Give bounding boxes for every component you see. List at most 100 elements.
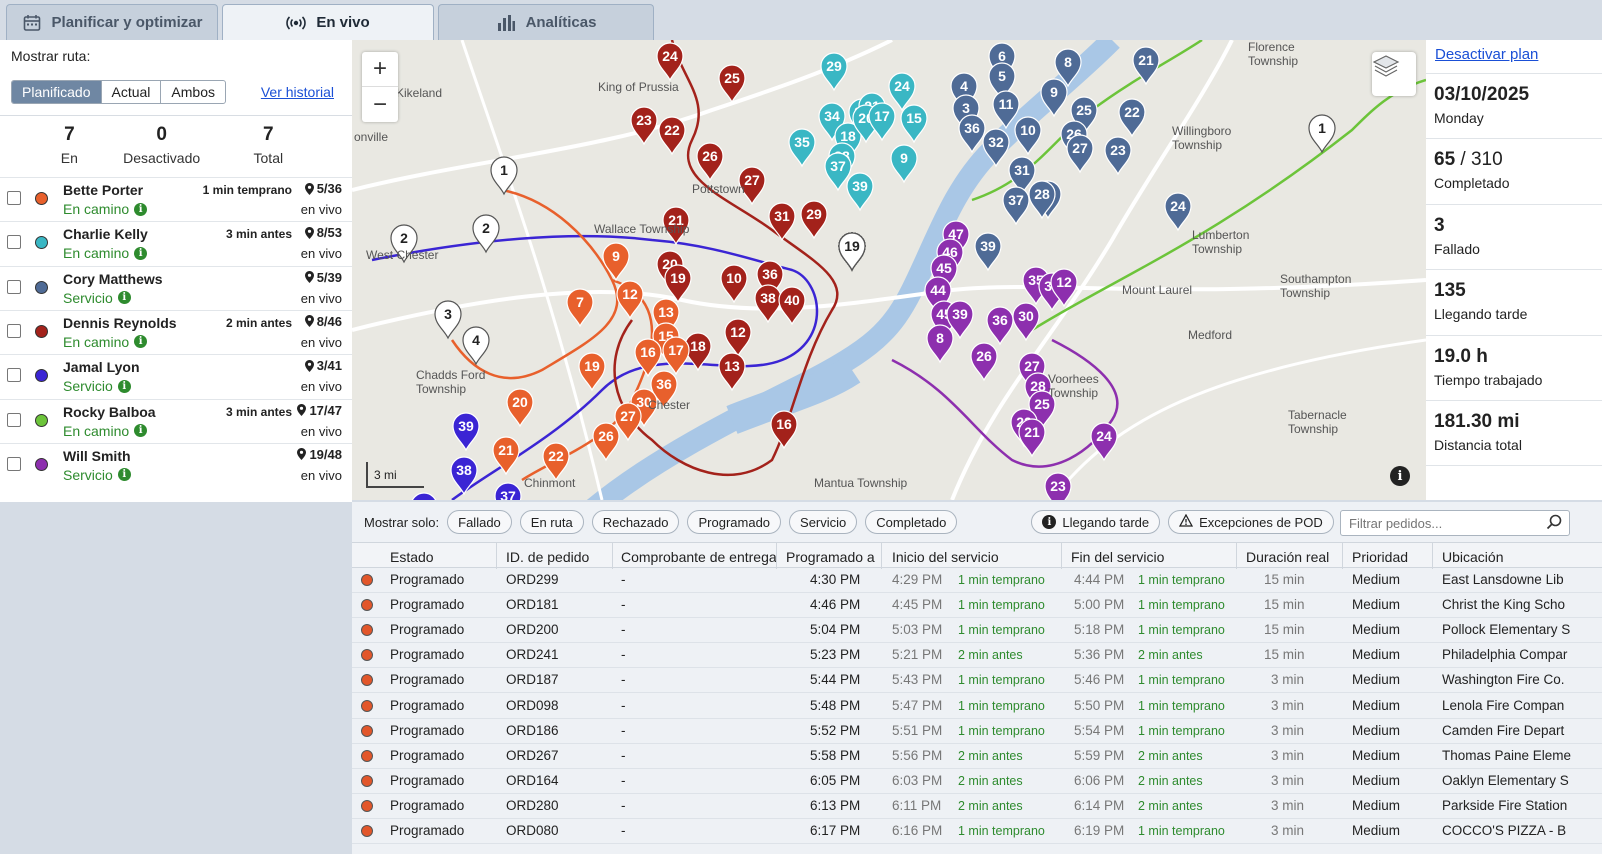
deactivate-plan-link[interactable]: Desactivar plan xyxy=(1435,46,1539,63)
map-pin[interactable]: 15 xyxy=(900,104,928,144)
info-icon[interactable]: i xyxy=(134,424,148,437)
map-pin[interactable]: 22 xyxy=(542,442,570,482)
map-pin[interactable]: 24 xyxy=(1164,192,1192,232)
table-row[interactable]: Programado ORD187 - 5:44 PM 5:43 PM 1 min tem… xyxy=(352,668,1602,694)
info-icon[interactable]: i xyxy=(117,468,131,482)
map-pin[interactable]: 24 xyxy=(1090,422,1118,462)
map-pin[interactable]: 28 xyxy=(1028,180,1056,220)
driver-checkbox[interactable] xyxy=(7,456,21,471)
driver-checkbox[interactable] xyxy=(7,191,21,205)
map-pin[interactable]: 39 xyxy=(946,300,974,340)
driver-checkbox[interactable] xyxy=(7,368,21,383)
map-pin[interactable]: 11 xyxy=(992,90,1020,130)
driver-row[interactable]: Jamal Lyon Servicio i 3/41 en vivo xyxy=(0,354,352,398)
map-pin[interactable]: 4 xyxy=(950,72,978,112)
table-row[interactable]: Programado ORD098 - 5:48 PM 5:47 PM 1 min tem… xyxy=(352,694,1602,719)
map-pin[interactable]: 18 xyxy=(684,332,712,372)
map-pin[interactable]: 23 xyxy=(1104,136,1132,176)
driver-row[interactable]: Will Smith Servicio i 19/48 en vivo xyxy=(0,442,352,487)
map-pin[interactable]: 24 xyxy=(656,42,684,82)
map-pin[interactable]: 36 xyxy=(756,260,784,300)
map-pin[interactable]: 23 xyxy=(1044,472,1072,500)
map-pin[interactable]: 1 xyxy=(490,156,518,196)
map-pin[interactable]: 3 xyxy=(434,300,462,340)
map-pin[interactable]: 4 xyxy=(462,326,490,366)
map-pin[interactable]: 37 xyxy=(824,152,852,192)
table-row[interactable]: Programado ORD241 - 5:23 PM 5:21 PM 2 min ant… xyxy=(352,643,1602,669)
table-row[interactable]: Programado ORD200 - 5:04 PM 5:03 PM 1 min tem… xyxy=(352,618,1602,644)
driver-row[interactable]: Bette Porter En camino i 1 min temprano 5/36… xyxy=(0,177,352,221)
map-info-icon[interactable]: i xyxy=(1390,466,1410,486)
map-pin[interactable]: 6 xyxy=(988,42,1016,82)
map-pin[interactable]: 9 xyxy=(602,242,630,282)
route-option-planificado[interactable]: Planificado xyxy=(12,81,102,103)
map-pin[interactable]: 29 xyxy=(800,200,828,240)
col-estado[interactable]: Estado xyxy=(390,549,434,565)
map-pin[interactable]: 10 xyxy=(720,264,748,304)
map-pin[interactable]: 38 xyxy=(450,456,478,496)
col-programado[interactable]: Programado a xyxy=(786,549,875,565)
tab-analiticas[interactable]: Analíticas xyxy=(438,4,654,40)
map-pin[interactable]: 27 xyxy=(614,402,642,442)
table-row[interactable]: Programado ORD280 - 6:13 PM 6:11 PM 2 min ant… xyxy=(352,794,1602,819)
col-pod[interactable]: Comprobante de entrega xyxy=(621,549,777,565)
map-pin[interactable]: 27 xyxy=(411,492,437,500)
map-pin[interactable]: 16 xyxy=(770,410,798,450)
driver-checkbox[interactable] xyxy=(7,323,21,338)
map-pin[interactable]: 39 xyxy=(452,412,480,452)
map-pin[interactable]: 27 xyxy=(738,166,766,206)
map-pin[interactable]: 9 xyxy=(1040,78,1068,118)
map-pin[interactable]: 2 xyxy=(472,214,500,254)
order-search-input[interactable] xyxy=(1340,510,1570,536)
zoom-in-button[interactable]: + xyxy=(362,52,398,87)
map-pin[interactable]: 37 xyxy=(494,482,522,500)
map-pin[interactable]: 20 xyxy=(506,388,534,428)
map-pin[interactable]: 31 xyxy=(768,202,796,242)
route-map[interactable]: 24 25 23 22 26 27 21 31 29 20 19 10 36 38 40 12 18 13 16 9 7… xyxy=(352,40,1426,500)
driver-checkbox[interactable] xyxy=(7,235,21,250)
history-link[interactable]: Ver historial xyxy=(260,84,334,100)
map-pin[interactable]: 19 xyxy=(578,352,606,392)
filter-chip-fallado[interactable]: Fallado xyxy=(447,510,512,534)
col-prioridad[interactable]: Prioridad xyxy=(1352,549,1409,565)
map-pin[interactable]: 7 xyxy=(566,288,594,328)
map-pin[interactable]: 22 xyxy=(658,116,686,156)
filter-chip-servicio[interactable]: Servicio xyxy=(789,510,858,534)
driver-checkbox[interactable] xyxy=(7,412,21,427)
map-pin[interactable]: 39 xyxy=(974,232,1002,272)
map-pin[interactable]: 2 xyxy=(390,224,418,264)
layers-button[interactable] xyxy=(1372,52,1416,96)
map-pin[interactable]: 16 xyxy=(634,338,662,378)
map-pin[interactable]: 36 xyxy=(958,114,986,154)
tab-en-vivo[interactable]: En vivo xyxy=(222,4,434,40)
zoom-out-button[interactable]: − xyxy=(372,90,387,118)
map-pin[interactable]: 25 xyxy=(1070,96,1098,136)
info-icon[interactable]: i xyxy=(134,335,148,349)
map-pin[interactable]: 9 xyxy=(890,144,918,184)
table-row[interactable]: Programado ORD164 - 6:05 PM 6:03 PM 2 min ant… xyxy=(352,769,1602,794)
tab-planificar[interactable]: Planificar y optimizar xyxy=(6,4,218,40)
map-pin[interactable]: 37 xyxy=(1002,186,1030,226)
info-icon[interactable]: i xyxy=(134,246,148,260)
map-pin[interactable]: 22 xyxy=(1118,98,1146,138)
map-pin[interactable]: 25 xyxy=(718,64,746,104)
map-pin[interactable]: 21 xyxy=(1132,46,1160,86)
filter-chip-pod[interactable]: Excepciones de POD xyxy=(1168,510,1334,534)
map-pin[interactable]: 8 xyxy=(926,324,954,364)
map-pin[interactable]: 26 xyxy=(696,142,724,182)
map-pin[interactable]: 17 xyxy=(662,336,690,376)
table-row[interactable]: Programado ORD181 - 4:46 PM 4:45 PM 1 min tem… xyxy=(352,593,1602,619)
filter-chip-programado[interactable]: Programado xyxy=(687,510,782,534)
driver-checkbox[interactable] xyxy=(7,279,21,294)
map-pin[interactable]: 29 xyxy=(820,52,848,92)
table-row[interactable]: Programado ORD186 - 5:52 PM 5:51 PM 1 min tem… xyxy=(352,719,1602,744)
driver-row[interactable]: Cory Matthews Servicio i 5/39 en vivo xyxy=(0,265,352,310)
driver-row[interactable]: Charlie Kelly En camino i 3 min antes 8/53 en… xyxy=(0,221,352,265)
col-duracion[interactable]: Duración real xyxy=(1246,549,1330,565)
map-pin[interactable]: 23 xyxy=(630,106,658,146)
filter-chip-rechazado[interactable]: Rechazado xyxy=(591,510,680,534)
map-pin[interactable]: 40 xyxy=(778,286,806,326)
map-pin[interactable]: 19 xyxy=(838,232,866,272)
map-pin[interactable]: 24 xyxy=(888,72,916,112)
